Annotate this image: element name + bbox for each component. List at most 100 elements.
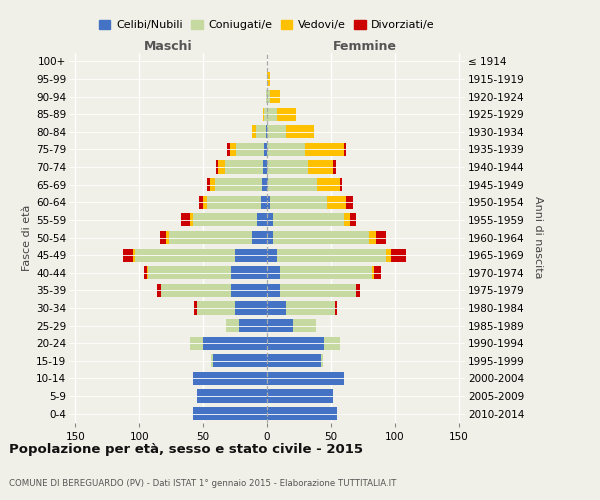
Bar xyxy=(267,231,274,244)
Bar xyxy=(267,178,317,191)
Bar xyxy=(267,319,316,332)
Bar xyxy=(160,231,267,244)
Text: COMUNE DI BEREGUARDO (PV) - Dati ISTAT 1° gennaio 2015 - Elaborazione TUTTITALIA: COMUNE DI BEREGUARDO (PV) - Dati ISTAT 1… xyxy=(9,479,397,488)
Bar xyxy=(267,284,356,297)
Bar xyxy=(267,372,344,385)
Bar xyxy=(197,302,267,314)
Bar xyxy=(267,407,337,420)
Bar xyxy=(235,302,267,314)
Bar xyxy=(193,407,267,420)
Bar xyxy=(122,248,267,262)
Bar xyxy=(190,336,267,350)
Bar xyxy=(267,196,269,209)
Bar xyxy=(260,196,267,209)
Bar xyxy=(197,302,267,314)
Bar xyxy=(193,407,267,420)
Bar xyxy=(157,284,267,297)
Bar xyxy=(207,178,267,191)
Bar xyxy=(267,248,277,262)
Bar xyxy=(181,214,267,226)
Bar xyxy=(231,266,267,280)
Bar xyxy=(267,336,340,350)
Bar xyxy=(209,178,267,191)
Bar xyxy=(197,390,267,402)
Bar xyxy=(266,90,267,103)
Bar xyxy=(267,319,293,332)
Bar xyxy=(267,354,323,368)
Bar xyxy=(267,284,360,297)
Bar xyxy=(267,108,277,121)
Text: Popolazione per età, sesso e stato civile - 2015: Popolazione per età, sesso e stato civil… xyxy=(9,442,363,456)
Bar xyxy=(231,284,267,297)
Bar xyxy=(265,143,267,156)
Bar xyxy=(267,143,305,156)
Bar xyxy=(267,336,325,350)
Bar xyxy=(257,214,267,226)
Legend: Celibi/Nubili, Coniugati/e, Vedovi/e, Divorziati/e: Celibi/Nubili, Coniugati/e, Vedovi/e, Di… xyxy=(95,16,439,35)
Bar xyxy=(251,125,267,138)
Bar xyxy=(267,231,376,244)
Bar xyxy=(267,72,269,86)
Bar xyxy=(267,372,344,385)
Bar xyxy=(267,354,323,368)
Bar xyxy=(267,390,334,402)
Bar xyxy=(193,407,267,420)
Bar xyxy=(203,336,267,350)
Bar xyxy=(218,160,267,173)
Bar xyxy=(267,196,346,209)
Bar xyxy=(263,108,267,121)
Bar xyxy=(267,125,314,138)
Bar xyxy=(133,248,267,262)
Bar xyxy=(267,266,280,280)
Bar xyxy=(214,354,267,368)
Bar xyxy=(267,90,269,103)
Bar xyxy=(267,214,274,226)
Bar xyxy=(267,372,344,385)
Text: Femmine: Femmine xyxy=(334,40,397,54)
Bar xyxy=(203,196,267,209)
Bar xyxy=(267,214,344,226)
Bar xyxy=(267,390,334,402)
Bar xyxy=(267,196,353,209)
Bar xyxy=(267,178,343,191)
Bar xyxy=(267,284,280,297)
Bar xyxy=(267,143,346,156)
Bar xyxy=(267,319,316,332)
Bar xyxy=(267,266,374,280)
Bar xyxy=(267,214,356,226)
Bar xyxy=(230,143,267,156)
Bar xyxy=(190,336,267,350)
Bar xyxy=(267,125,286,138)
Text: Maschi: Maschi xyxy=(145,40,193,54)
Bar xyxy=(267,266,380,280)
Bar xyxy=(235,248,267,262)
Bar xyxy=(265,108,267,121)
Bar xyxy=(266,90,267,103)
Bar xyxy=(267,407,337,420)
Bar xyxy=(190,336,267,350)
Bar xyxy=(226,319,267,332)
Bar xyxy=(227,143,267,156)
Bar xyxy=(267,354,323,368)
Bar xyxy=(267,407,337,420)
Bar xyxy=(267,108,296,121)
Bar xyxy=(267,125,314,138)
Bar xyxy=(193,407,267,420)
Bar xyxy=(194,302,267,314)
Bar xyxy=(262,178,267,191)
Y-axis label: Fasce di età: Fasce di età xyxy=(22,204,32,270)
Bar xyxy=(193,214,267,226)
Bar xyxy=(161,284,267,297)
Bar xyxy=(267,284,356,297)
Bar xyxy=(267,160,308,173)
Bar xyxy=(216,160,267,173)
Bar xyxy=(267,407,337,420)
Bar xyxy=(267,90,280,103)
Bar xyxy=(267,390,334,402)
Bar xyxy=(193,372,267,385)
Bar xyxy=(267,390,334,402)
Bar xyxy=(267,231,369,244)
Bar xyxy=(136,248,267,262)
Bar xyxy=(267,72,269,86)
Bar xyxy=(251,125,267,138)
